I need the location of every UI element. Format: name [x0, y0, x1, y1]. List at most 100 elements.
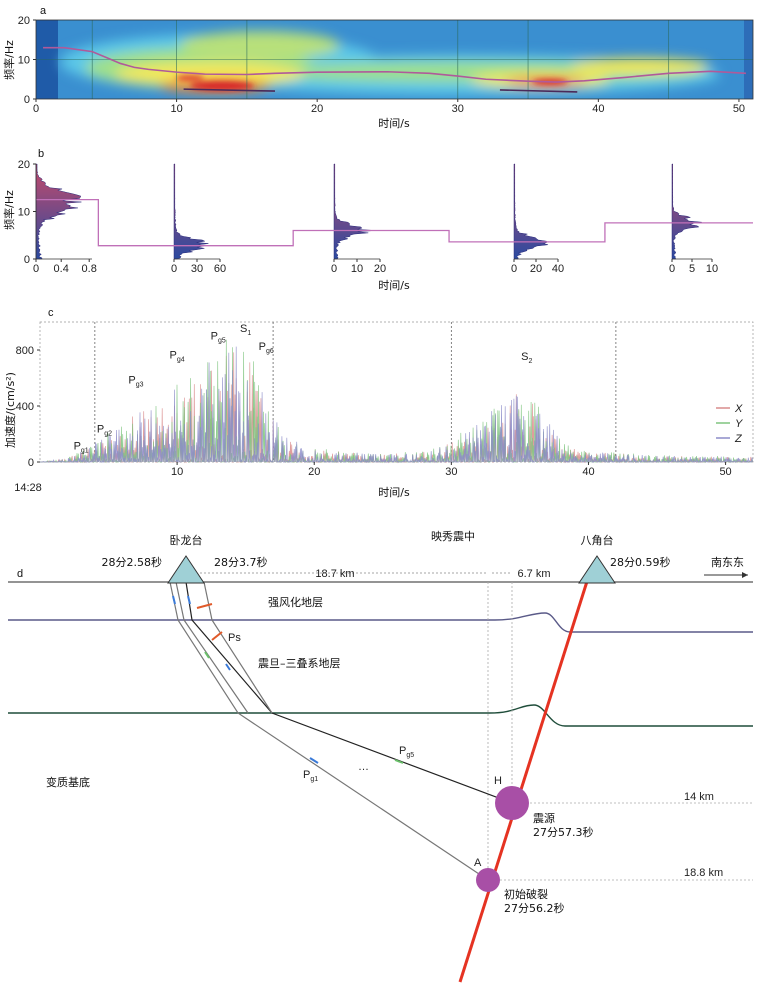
legend-label-Y: Y: [735, 418, 743, 430]
phase-label-Pg4: Pg4: [170, 349, 185, 363]
dominant-frequency-curve: [43, 46, 747, 83]
hypocenter-name: 震源: [533, 811, 555, 825]
y-tick-label: 800: [16, 345, 34, 357]
x-tick-label: 50: [733, 103, 745, 115]
panel-b-label: b: [38, 148, 44, 160]
spectrogram-red-hotspot: [176, 75, 204, 81]
spectrum-5: [671, 163, 702, 260]
panel-b-spectra: b 0 0.4 0.8 0 30 60 0 10 20 0 20 40 0 5 10 0 10 20 时间/s 频…: [2, 148, 753, 292]
panel-b-y-label: 频率/Hz: [2, 190, 16, 230]
station-wolong-icon: [167, 555, 205, 584]
trace-X: [40, 352, 754, 464]
epicenter-label: 映秀震中: [431, 530, 475, 543]
spectrum-2: [173, 163, 209, 260]
x-tick-label: 30: [191, 263, 203, 275]
point-a-id: A: [474, 857, 482, 869]
panel-c-label: c: [48, 307, 54, 319]
trace-Y: [40, 339, 754, 464]
hypocenter-depth: 14 km: [684, 791, 714, 803]
ray-branch: [175, 581, 249, 714]
y-tick-label: 400: [16, 401, 34, 413]
hypocenter-marker: [495, 786, 529, 820]
ray-label-ps: Ps: [228, 632, 241, 644]
x-tick-label: 60: [214, 263, 226, 275]
spectrum-3: [333, 163, 375, 260]
x-tick-label: 10: [171, 466, 183, 478]
panel-a-spectrogram: a: [2, 5, 754, 130]
x-tick-label: 20: [308, 466, 320, 478]
ray-marker: [187, 595, 191, 605]
station-wolong-time-left: 28分2.58秒: [102, 555, 163, 569]
phase-label-S1: S1: [240, 323, 251, 337]
x-tick-label: 10: [170, 103, 182, 115]
trace-Z: [40, 346, 754, 464]
panel-b-x-label: 时间/s: [378, 279, 410, 292]
x-tick-label: 0: [33, 103, 39, 115]
panel-c-x-label: 时间/s: [378, 486, 410, 499]
panel-c-origin-time: 14:28: [14, 482, 42, 494]
station-bajiao-name: 八角台: [581, 533, 614, 547]
phase-label-Pg1: Pg1: [74, 440, 89, 454]
initial-rupture-time: 27分56.2秒: [504, 901, 565, 915]
ray-paths: [169, 581, 513, 881]
spectrogram-green-zone: [180, 31, 340, 59]
ray-marker: [172, 595, 176, 605]
initial-rupture-name: 初始破裂: [504, 887, 548, 901]
ray-marker: [196, 603, 213, 609]
weathered-layer-boundary: [8, 612, 753, 633]
ray-marker: [211, 631, 223, 641]
station-bajiao-time: 28分0.59秒: [610, 555, 671, 569]
y-tick-label: 0: [28, 457, 34, 469]
distance-d1: 18.7 km: [315, 568, 354, 580]
x-tick-label: 40: [552, 263, 564, 275]
spectrogram-yellow-zone: [570, 58, 710, 74]
phase-label-Pg3: Pg3: [128, 375, 143, 389]
ray-ellipsis: …: [358, 761, 369, 773]
x-tick-label: 20: [374, 263, 386, 275]
x-tick-label: 40: [582, 466, 594, 478]
legend-label-X: X: [734, 403, 743, 415]
panel-c-frame: [39, 321, 754, 463]
ray-marker: [309, 757, 319, 764]
low-frequency-segment: [183, 88, 276, 92]
y-tick-label: 10: [18, 207, 30, 219]
ray-pg5: [185, 581, 513, 804]
x-tick-label: 20: [530, 263, 542, 275]
x-tick-label: 10: [706, 263, 718, 275]
ray-pg1: [169, 581, 489, 881]
sedimentary-layer-boundary: [8, 704, 753, 727]
x-tick-label: 0: [669, 263, 675, 275]
station-bajiao-icon: [578, 555, 616, 584]
y-tick-label: 0: [24, 254, 30, 266]
ray-marker: [394, 759, 404, 764]
ray-marker: [204, 651, 210, 659]
panel-d-label: d: [17, 568, 23, 580]
x-tick-label: 5: [689, 263, 695, 275]
station-wolong-name: 卧龙台: [170, 533, 203, 547]
ray-marker: [225, 663, 231, 671]
layer-sinian-triassic: 震旦–三叠系地层: [258, 657, 341, 670]
phase-label-Pg2: Pg2: [97, 424, 112, 438]
dominant-frequency-step-line: [36, 198, 753, 247]
layer-basement: 变质基底: [46, 775, 90, 789]
y-tick-label: 20: [18, 15, 30, 27]
x-tick-label: 10: [351, 263, 363, 275]
x-tick-label: 20: [311, 103, 323, 115]
panel-c-y-label: 加速度/(cm/s²): [3, 372, 17, 448]
x-tick-label: 40: [592, 103, 604, 115]
x-tick-label: 30: [445, 466, 457, 478]
initial-rupture-marker: [476, 868, 500, 892]
x-tick-label: 0: [171, 263, 177, 275]
spectrogram-red-hotspot: [190, 81, 254, 91]
x-tick-label: 0.8: [82, 263, 97, 275]
fault-line: [458, 571, 592, 983]
panel-c-acceleration: c Pg1 Pg2 Pg3 Pg4 Pg5 S1 Pg6 S2 10 20 30 40 50 0 400 8…: [3, 307, 754, 499]
ray-label-pg1: Pg1: [303, 769, 318, 783]
panel-a-label: a: [40, 5, 47, 17]
ray-ps: [203, 581, 273, 714]
layer-weathered: 强风化地层: [268, 595, 323, 609]
panel-a-x-label: 时间/s: [378, 117, 410, 130]
point-h-id: H: [494, 775, 502, 787]
legend-label-Z: Z: [734, 433, 743, 445]
